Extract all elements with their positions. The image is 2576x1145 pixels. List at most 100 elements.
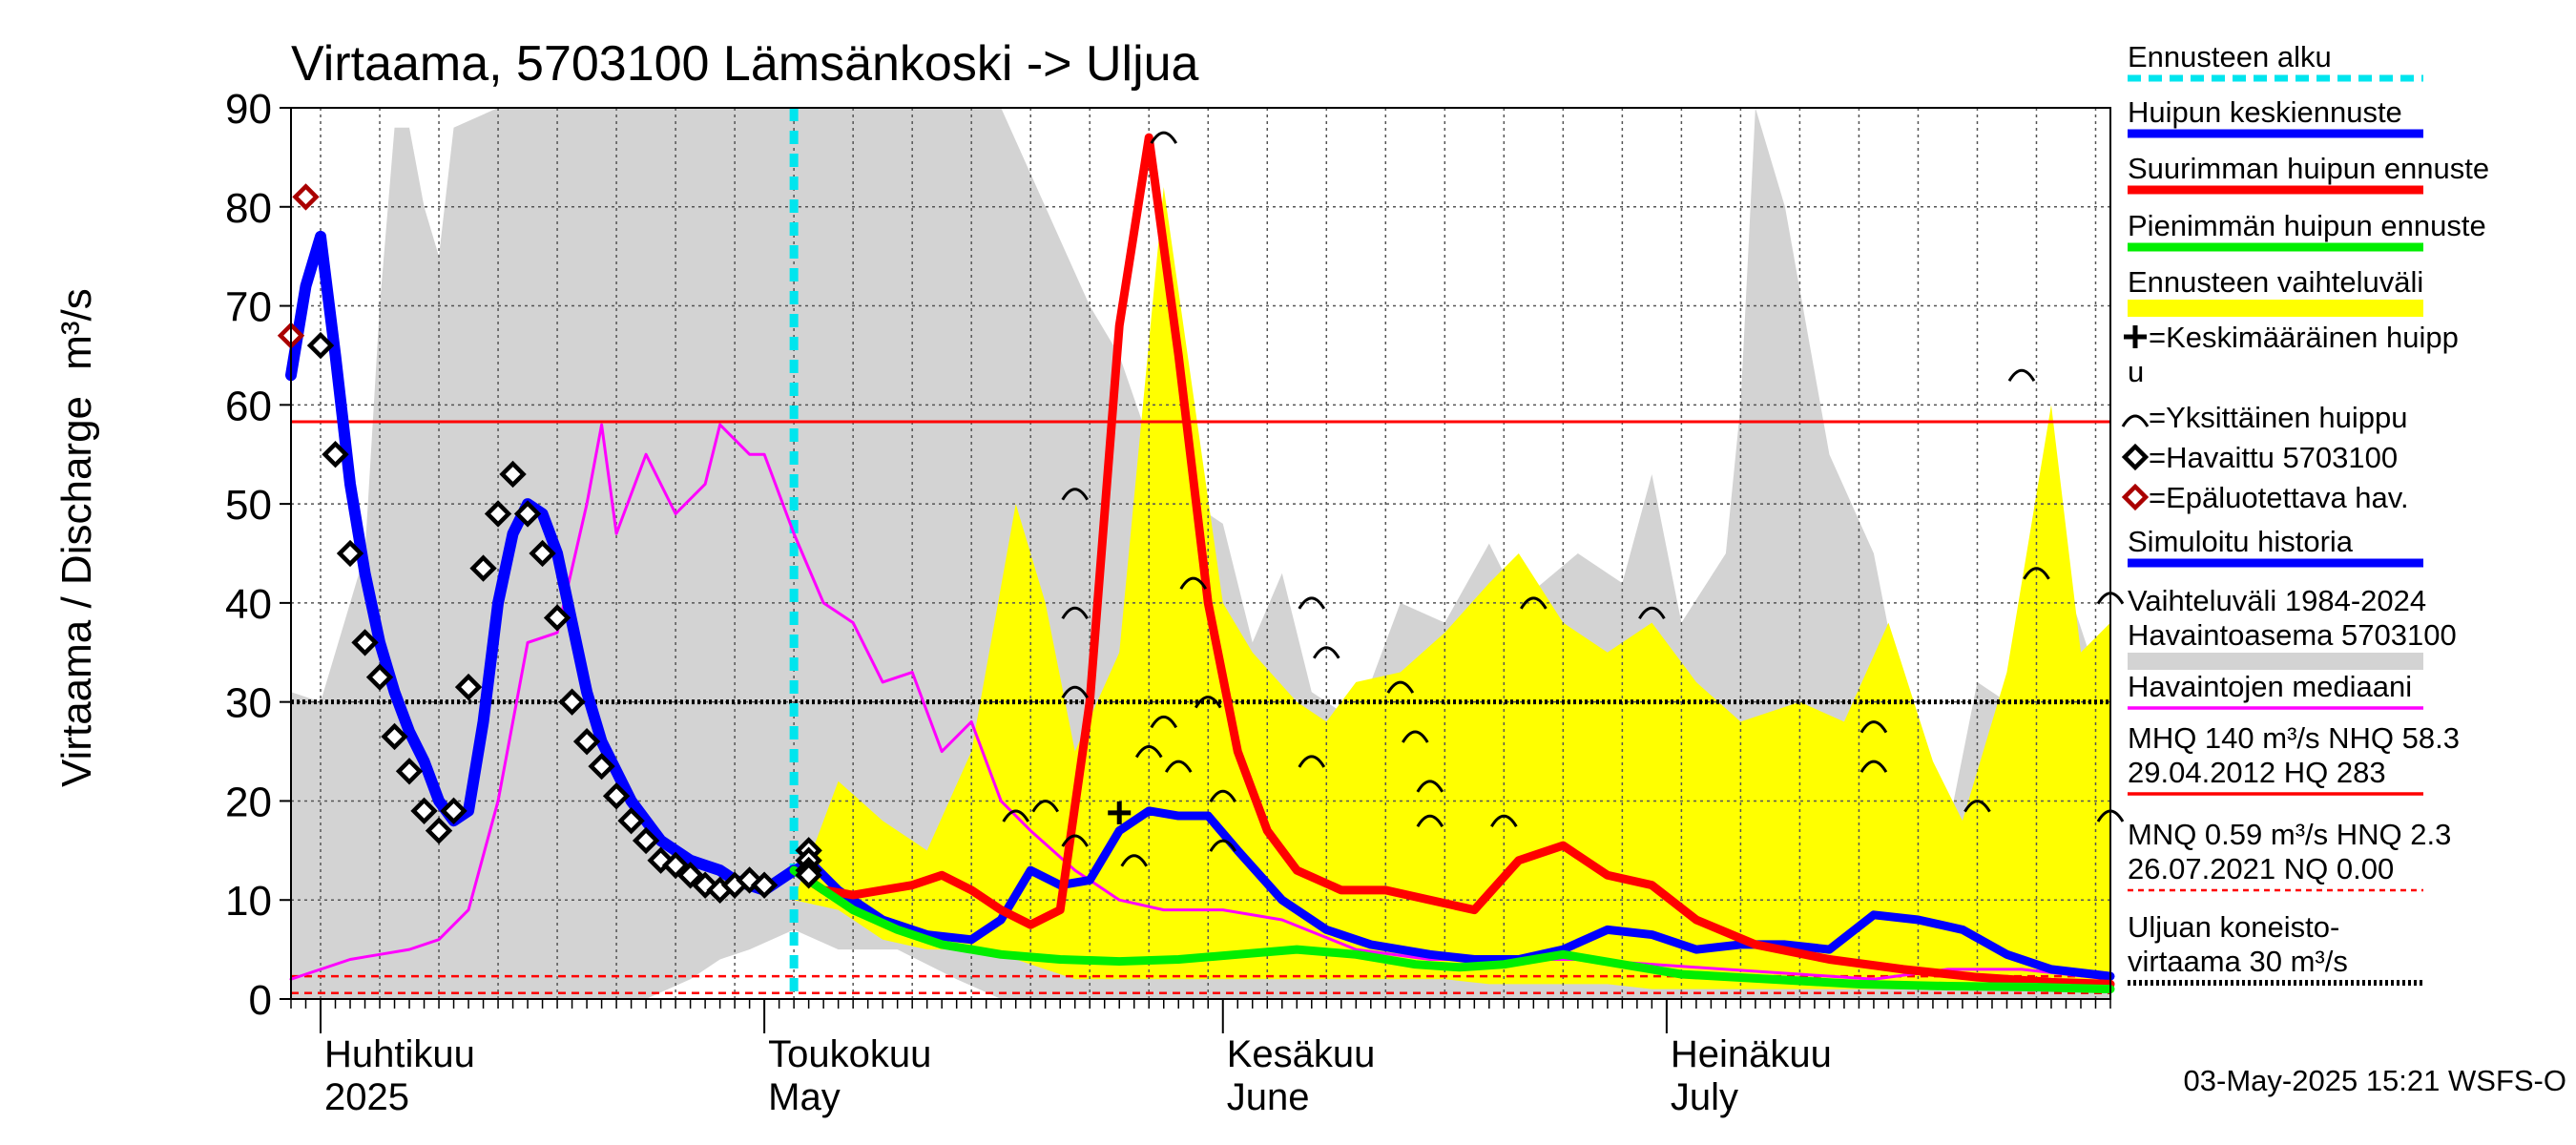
legend-label-line2: virtaama 30 m³/s bbox=[2128, 945, 2348, 978]
legend-label: Uljuan koneisto- bbox=[2128, 910, 2339, 944]
legend-label-line2: u bbox=[2128, 355, 2144, 388]
individual-peak-marker bbox=[2023, 567, 2050, 580]
x-month-sublabel: July bbox=[1671, 1076, 1738, 1118]
series-line bbox=[789, 133, 2115, 989]
forecast-range-band bbox=[794, 187, 2110, 989]
legend-label: Vaihteluväli 1984-2024 bbox=[2128, 584, 2426, 617]
individual-peak-marker bbox=[1061, 606, 1090, 620]
x-month-label: Heinäkuu bbox=[1671, 1033, 1832, 1075]
reference-lines bbox=[291, 108, 2110, 999]
individual-peak-marker bbox=[1164, 760, 1193, 773]
observed-marker bbox=[410, 797, 438, 825]
legend-label: Havaintojen mediaani bbox=[2128, 670, 2412, 703]
observed-marker bbox=[306, 331, 335, 360]
y-axis-ticks: 0 10 20 30 40 50 60 70 80 90 bbox=[225, 86, 291, 1024]
series-line bbox=[789, 865, 2115, 994]
individual-peak-marker bbox=[1031, 800, 1060, 813]
individual-peak-marker bbox=[1209, 789, 1237, 803]
legend-label: =Yksittäinen huippu bbox=[2149, 401, 2407, 434]
chart-title: Virtaama, 5703100 Lämsänkoski -> Uljua bbox=[291, 36, 1199, 92]
y-tick-label: 10 bbox=[225, 878, 272, 925]
legend-label-line2: 26.07.2021 NQ 0.00 bbox=[2128, 852, 2394, 885]
y-tick-label: 40 bbox=[225, 581, 272, 628]
observed-marker bbox=[588, 752, 615, 781]
x-month-sublabel: May bbox=[768, 1076, 841, 1118]
individual-peak-marker bbox=[1150, 131, 1178, 144]
individual-peak-marker bbox=[1179, 576, 1208, 590]
observed-marker bbox=[440, 797, 467, 825]
legend-label: Huipun keskiennuste bbox=[2128, 95, 2402, 129]
observed-marker bbox=[617, 807, 645, 835]
legend-label: =Havaittu 5703100 bbox=[2149, 441, 2398, 474]
individual-peak-marker bbox=[1312, 646, 1340, 659]
observed-marker bbox=[632, 826, 660, 855]
y-tick-label: 80 bbox=[225, 185, 272, 232]
observed-marker bbox=[365, 663, 394, 691]
observed-marker bbox=[395, 758, 424, 785]
individual-peak-marker bbox=[1520, 596, 1548, 610]
observed-marker bbox=[484, 500, 512, 528]
observed-marker bbox=[336, 539, 364, 568]
legend-label-line2: Havaintoasema 5703100 bbox=[2128, 618, 2457, 652]
individual-peak-marker bbox=[1416, 814, 1444, 827]
observed-marker bbox=[454, 673, 483, 701]
individual-peak-marker bbox=[1416, 780, 1444, 793]
legend-label: =Epäluotettava hav. bbox=[2149, 481, 2409, 514]
series-lines bbox=[285, 133, 2115, 994]
mean-peak-marker bbox=[1108, 801, 1132, 824]
legend-symbol bbox=[2124, 325, 2147, 348]
y-axis-unit: m³/s bbox=[53, 288, 100, 370]
observed-marker bbox=[543, 604, 571, 632]
x-month-sublabel: June bbox=[1227, 1076, 1310, 1118]
observed-marker bbox=[795, 862, 822, 889]
legend-label: Simuloitu historia bbox=[2128, 525, 2354, 558]
legend-label-line2: 29.04.2012 HQ 283 bbox=[2128, 756, 2386, 789]
observed-marker bbox=[425, 817, 453, 844]
individual-peak-marker bbox=[1638, 606, 1666, 620]
y-tick-label: 0 bbox=[249, 977, 272, 1024]
legend-symbol bbox=[2121, 443, 2150, 471]
observed-marker bbox=[322, 441, 349, 468]
observed-marker bbox=[602, 782, 631, 810]
observed-marker bbox=[558, 688, 586, 716]
observed-marker bbox=[661, 851, 690, 880]
forecast-range-area bbox=[794, 187, 2110, 989]
individual-peak-marker bbox=[1061, 834, 1090, 847]
individual-peak-marker bbox=[1859, 760, 1888, 773]
legend-label: =Keskimääräinen huipp bbox=[2149, 321, 2459, 354]
individual-peak-marker bbox=[1209, 839, 1237, 852]
legend-label: MHQ 140 m³/s NHQ 58.3 bbox=[2128, 721, 2460, 755]
individual-peak-marker bbox=[1061, 685, 1090, 699]
individual-peak-marker bbox=[1402, 730, 1429, 743]
observed-marker bbox=[469, 554, 497, 582]
observed-marker bbox=[750, 871, 779, 899]
legend-symbol bbox=[2121, 414, 2150, 427]
legend-label: Pienimmän huipun ennuste bbox=[2128, 209, 2486, 242]
y-tick-label: 30 bbox=[225, 680, 272, 727]
legend-label: MNQ 0.59 m³/s HNQ 2.3 bbox=[2128, 818, 2451, 851]
observed-marker bbox=[499, 460, 527, 489]
unreliable-marker bbox=[292, 183, 320, 211]
legend-swatch bbox=[2128, 653, 2423, 670]
legend: Ennusteen alku Huipun keskiennuste Suurimm… bbox=[2121, 40, 2489, 986]
series-line bbox=[789, 806, 2115, 981]
legend-swatch bbox=[2128, 300, 2423, 317]
x-month-label: Huhtikuu bbox=[324, 1033, 475, 1075]
series-line bbox=[289, 423, 2112, 981]
legend-label: Ennusteen vaihteluväli bbox=[2128, 265, 2423, 299]
individual-peak-marker bbox=[1298, 596, 1326, 610]
y-tick-label: 50 bbox=[225, 482, 272, 529]
observed-marker bbox=[529, 539, 556, 568]
individual-peak-marker bbox=[2007, 368, 2036, 382]
y-tick-label: 90 bbox=[225, 86, 272, 133]
legend-label: Suurimman huipun ennuste bbox=[2128, 152, 2489, 185]
observed-marker bbox=[676, 862, 704, 889]
individual-peak-marker bbox=[1386, 680, 1415, 694]
plot-frame bbox=[290, 107, 2111, 1000]
individual-peak-marker bbox=[1194, 696, 1222, 709]
observed-marker bbox=[351, 629, 379, 656]
individual-peak-marker bbox=[1859, 720, 1888, 734]
y-axis-label: Virtaama / Discharge bbox=[53, 396, 100, 787]
